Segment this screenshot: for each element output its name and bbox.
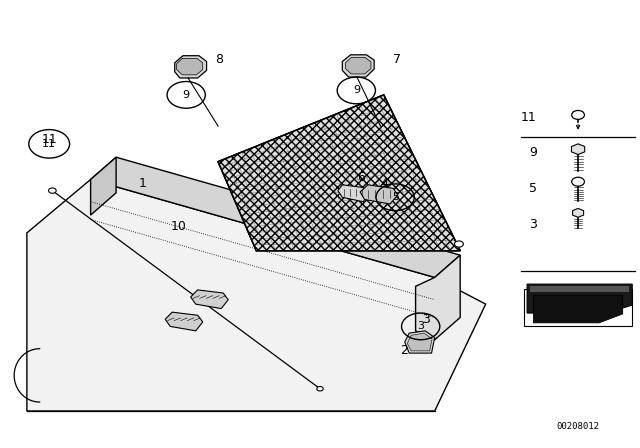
Text: 3: 3 (529, 217, 537, 231)
Text: 6: 6 (357, 171, 365, 184)
Polygon shape (534, 295, 623, 323)
Polygon shape (191, 290, 228, 309)
Polygon shape (27, 180, 486, 411)
Text: 10: 10 (170, 220, 186, 233)
Text: 1: 1 (138, 177, 147, 190)
Text: 7: 7 (394, 53, 401, 66)
Polygon shape (177, 58, 203, 75)
Text: 2: 2 (399, 345, 408, 358)
Circle shape (572, 177, 584, 186)
Polygon shape (573, 208, 584, 217)
Text: 3: 3 (417, 321, 424, 332)
Polygon shape (338, 185, 368, 202)
Polygon shape (175, 56, 207, 78)
Text: 9: 9 (353, 86, 360, 95)
Circle shape (454, 241, 463, 247)
Circle shape (317, 387, 323, 391)
Text: 3: 3 (422, 313, 430, 326)
Polygon shape (91, 157, 116, 215)
Polygon shape (342, 55, 374, 77)
Text: 11: 11 (521, 111, 537, 124)
FancyBboxPatch shape (524, 289, 632, 327)
Circle shape (49, 188, 56, 193)
Polygon shape (572, 144, 585, 155)
Polygon shape (360, 185, 397, 204)
Polygon shape (346, 57, 371, 74)
Polygon shape (407, 333, 432, 351)
Text: 4: 4 (381, 177, 388, 190)
Polygon shape (165, 312, 203, 331)
Polygon shape (527, 284, 632, 313)
Polygon shape (415, 255, 460, 340)
Text: 11: 11 (42, 139, 56, 149)
Text: 9: 9 (529, 146, 537, 159)
Text: 9: 9 (182, 90, 189, 100)
Text: 5: 5 (529, 182, 537, 195)
Text: 11: 11 (42, 133, 57, 146)
Polygon shape (218, 95, 460, 251)
Text: 00208012: 00208012 (557, 422, 600, 431)
Circle shape (572, 111, 584, 119)
Polygon shape (218, 95, 460, 251)
Text: 5: 5 (392, 192, 399, 202)
Polygon shape (404, 331, 435, 353)
Polygon shape (531, 286, 629, 292)
Polygon shape (91, 157, 460, 277)
Text: 8: 8 (215, 53, 223, 66)
